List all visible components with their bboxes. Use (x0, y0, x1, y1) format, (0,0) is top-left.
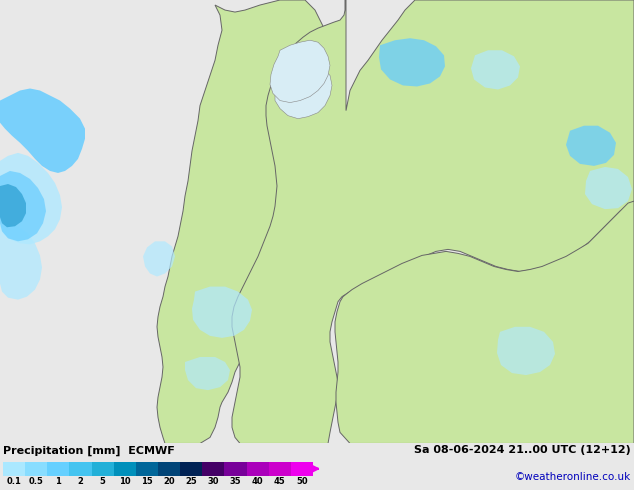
Polygon shape (275, 69, 332, 119)
Bar (158, 462, 180, 476)
Polygon shape (232, 0, 634, 443)
Polygon shape (0, 89, 85, 173)
Text: 45: 45 (274, 477, 286, 486)
Polygon shape (270, 40, 330, 102)
Bar (70, 462, 91, 476)
Text: 5: 5 (100, 477, 106, 486)
Text: Precipitation [mm]  ECMWF: Precipitation [mm] ECMWF (3, 445, 175, 456)
Polygon shape (497, 327, 555, 375)
Bar (269, 462, 291, 476)
Bar (224, 462, 247, 476)
Bar (247, 462, 269, 476)
Bar (136, 462, 158, 476)
Bar (48, 462, 70, 476)
Text: 1: 1 (55, 477, 61, 486)
Bar (180, 462, 202, 476)
Polygon shape (379, 38, 445, 86)
Bar (113, 462, 136, 476)
Polygon shape (471, 50, 520, 90)
Bar (91, 462, 113, 476)
Bar (25, 462, 48, 476)
Text: 35: 35 (230, 477, 242, 486)
Polygon shape (157, 0, 346, 443)
Polygon shape (143, 242, 175, 276)
Bar (3, 462, 25, 476)
Text: 0.5: 0.5 (29, 477, 44, 486)
Text: 50: 50 (296, 477, 307, 486)
Polygon shape (0, 223, 42, 300)
Polygon shape (335, 201, 634, 443)
Bar (202, 462, 224, 476)
Text: 10: 10 (119, 477, 131, 486)
Polygon shape (585, 167, 632, 209)
Text: Sa 08-06-2024 21..00 UTC (12+12): Sa 08-06-2024 21..00 UTC (12+12) (414, 445, 631, 456)
Text: 25: 25 (185, 477, 197, 486)
Polygon shape (192, 287, 252, 338)
Polygon shape (566, 126, 616, 166)
Text: 30: 30 (207, 477, 219, 486)
Polygon shape (185, 357, 230, 390)
Text: 0.1: 0.1 (6, 477, 22, 486)
Text: 40: 40 (252, 477, 264, 486)
Bar (291, 462, 313, 476)
Text: 20: 20 (164, 477, 175, 486)
Text: 2: 2 (77, 477, 84, 486)
Polygon shape (0, 171, 46, 242)
Text: 15: 15 (141, 477, 153, 486)
Polygon shape (0, 184, 26, 227)
Text: ©weatheronline.co.uk: ©weatheronline.co.uk (515, 472, 631, 482)
Polygon shape (0, 153, 62, 245)
